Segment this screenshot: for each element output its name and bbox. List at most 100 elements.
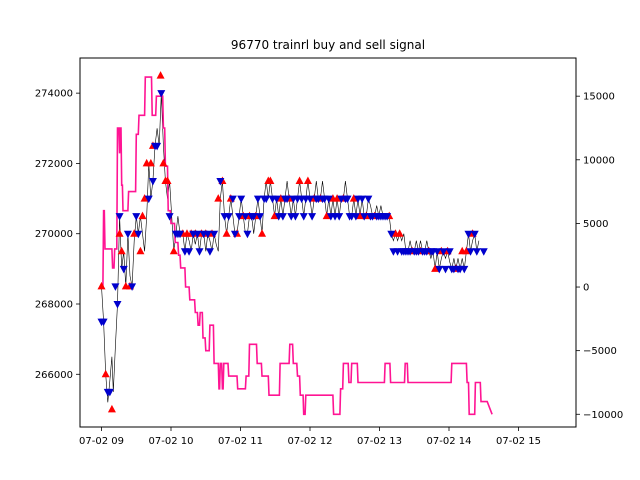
- sell-signal-marker: [243, 230, 252, 239]
- sell-signal-marker: [128, 283, 137, 291]
- buy-signal-marker: [97, 281, 106, 290]
- sell-signal-marker: [157, 90, 166, 98]
- buy-signal-marker: [163, 176, 172, 184]
- y-tick-label: 272000: [35, 159, 73, 170]
- sell-signal-marker: [235, 213, 244, 221]
- sell-signal-marker: [306, 195, 314, 204]
- x-axis: 07-02 09 07-02 10 07-02 11 07-02 12 07-02 13…: [79, 427, 541, 447]
- buy-signal-marker: [295, 176, 304, 184]
- sell-signal-marker: [278, 213, 287, 221]
- sell-signal-marker: [262, 195, 271, 204]
- sell-signal-marker: [464, 230, 473, 239]
- sell-signal-marker: [351, 213, 360, 221]
- sell-signal-marker: [387, 230, 396, 239]
- sell-signal-marker: [210, 230, 219, 239]
- x-tick-label: 07-02 09: [79, 436, 124, 447]
- x-tick-label: 07-02 13: [357, 436, 402, 447]
- sell-signal-marker: [105, 388, 114, 397]
- sell-signal-marker: [195, 248, 204, 256]
- buy-signal-marker: [117, 246, 126, 255]
- buy-signal-marker: [266, 176, 275, 184]
- sell-signal-marker: [165, 213, 174, 221]
- sell-signal-marker: [193, 230, 202, 239]
- buy-signal-marker: [303, 176, 312, 184]
- sell-signal-marker: [134, 230, 143, 239]
- sell-signal-marker: [115, 213, 124, 221]
- sell-signal-marker: [299, 213, 308, 221]
- sell-signal-marker: [119, 265, 128, 274]
- sell-signal-marker: [343, 195, 352, 204]
- sell-signal-marker: [241, 213, 250, 221]
- sell-signal-marker: [203, 230, 212, 239]
- sell-signal-marker: [283, 195, 292, 204]
- chart-title: 96770 trainrl buy and sell signal: [231, 38, 425, 52]
- buy-signal-marker: [138, 211, 147, 220]
- sell-signal-marker: [205, 248, 214, 256]
- buy-signal-marker: [107, 404, 116, 413]
- sell-signal-marker: [216, 178, 225, 186]
- price-series: [101, 93, 480, 403]
- buy-signal-marker: [146, 158, 155, 167]
- sell-signal-marker: [364, 195, 373, 204]
- sell-signal-marker: [439, 248, 448, 256]
- sell-signal-marker: [433, 248, 442, 256]
- sell-signal-marker: [132, 213, 141, 221]
- price-line: [101, 93, 480, 403]
- sell-signal-marker: [466, 248, 475, 256]
- y2-tick-label: 15000: [583, 92, 615, 103]
- buy-signal-marker: [140, 194, 149, 202]
- sell-signal-marker: [153, 142, 162, 151]
- buy-signal-marker: [159, 158, 168, 167]
- sell-signal-marker: [335, 213, 344, 221]
- sell-signal-marker: [291, 213, 300, 221]
- sell-signal-marker: [479, 248, 488, 256]
- sell-signal-marker: [308, 213, 317, 221]
- sell-signal-marker: [249, 213, 258, 221]
- sell-signal-marker: [383, 213, 392, 221]
- y2-tick-label: 10000: [583, 155, 615, 166]
- buy-signal-marker: [136, 246, 145, 255]
- buy-signal-marker: [258, 229, 267, 237]
- buy-signal-marker: [431, 264, 440, 272]
- buy-signal-marker: [333, 194, 342, 202]
- buy-signal-marker: [270, 211, 279, 220]
- y-axis-right: −10000 −5000 0 5000 10000 15000: [576, 92, 623, 421]
- buy-signal-marker: [276, 194, 285, 202]
- sell-signal-marker: [435, 265, 444, 274]
- sell-signal-marker: [441, 265, 450, 274]
- buy-markers: [97, 71, 477, 413]
- buy-signal-marker: [462, 246, 471, 255]
- sell-signal-marker: [237, 195, 246, 204]
- sell-signal-marker: [324, 195, 333, 204]
- sell-signal-marker: [272, 195, 281, 204]
- buy-signal-marker: [395, 229, 404, 237]
- sell-signal-marker: [224, 213, 233, 221]
- position-line: [101, 76, 493, 416]
- sell-signal-marker: [99, 318, 108, 327]
- sell-signal-marker: [460, 265, 469, 274]
- axes-frame: [79, 57, 577, 428]
- x-tick-label: 07-02 11: [218, 436, 263, 447]
- sell-signal-marker: [111, 283, 120, 291]
- y-tick-label: 268000: [35, 300, 73, 311]
- sell-signal-marker: [445, 248, 454, 256]
- buy-signal-marker: [349, 194, 358, 202]
- y2-tick-label: −5000: [583, 346, 617, 357]
- y2-tick-label: −10000: [583, 410, 623, 421]
- buy-signal-marker: [169, 246, 178, 255]
- y-tick-label: 274000: [35, 89, 73, 100]
- y-tick-label: 266000: [35, 370, 73, 381]
- y2-tick-label: 5000: [583, 219, 608, 230]
- buy-signal-marker: [101, 369, 110, 378]
- x-tick-label: 07-02 14: [427, 436, 472, 447]
- x-tick-label: 07-02 12: [288, 436, 333, 447]
- sell-signal-marker: [470, 230, 479, 239]
- sell-signal-marker: [185, 248, 194, 256]
- sell-signal-marker: [176, 230, 185, 239]
- sell-signal-marker: [472, 248, 481, 256]
- sell-signal-marker: [148, 178, 157, 186]
- axes-frame-rect: [79, 57, 577, 428]
- sell-signal-marker: [113, 301, 122, 309]
- sell-signal-marker: [255, 213, 264, 221]
- y2-tick-label: 0: [583, 283, 589, 294]
